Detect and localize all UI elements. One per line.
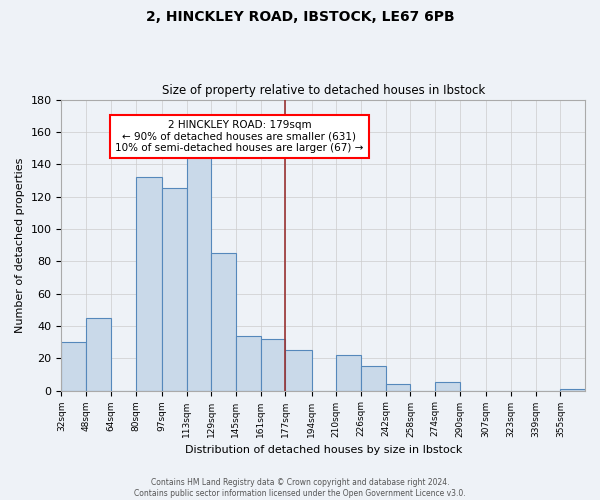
Bar — [136, 177, 162, 390]
Text: Contains HM Land Registry data © Crown copyright and database right 2024.
Contai: Contains HM Land Registry data © Crown c… — [134, 478, 466, 498]
Bar — [86, 318, 111, 390]
Text: 2, HINCKLEY ROAD, IBSTOCK, LE67 6PB: 2, HINCKLEY ROAD, IBSTOCK, LE67 6PB — [146, 10, 454, 24]
Y-axis label: Number of detached properties: Number of detached properties — [15, 158, 25, 332]
Bar — [286, 350, 311, 391]
Bar — [560, 389, 585, 390]
Bar — [187, 152, 211, 390]
Bar — [337, 355, 361, 390]
Bar — [361, 366, 386, 390]
X-axis label: Distribution of detached houses by size in Ibstock: Distribution of detached houses by size … — [185, 445, 462, 455]
Bar — [260, 339, 286, 390]
Bar — [211, 253, 236, 390]
Bar — [236, 336, 260, 390]
Bar — [61, 342, 86, 390]
Bar — [386, 384, 410, 390]
Bar — [435, 382, 460, 390]
Title: Size of property relative to detached houses in Ibstock: Size of property relative to detached ho… — [161, 84, 485, 97]
Text: 2 HINCKLEY ROAD: 179sqm
← 90% of detached houses are smaller (631)
10% of semi-d: 2 HINCKLEY ROAD: 179sqm ← 90% of detache… — [115, 120, 364, 153]
Bar — [162, 188, 187, 390]
